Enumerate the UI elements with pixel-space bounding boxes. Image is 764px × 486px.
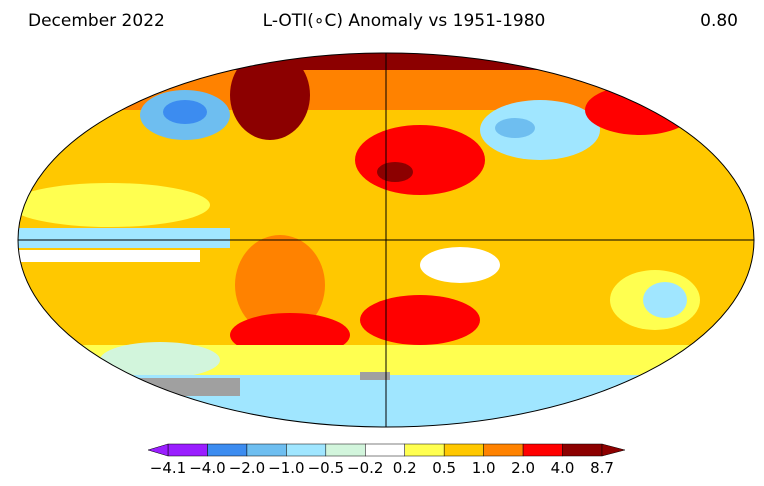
colorbar-tick-label: 8.7 [590, 459, 614, 477]
colorbar-segment [207, 443, 248, 457]
colorbar-tick-label: −4.1 [150, 459, 186, 477]
colorbar-segment [325, 443, 366, 457]
colorbar-segment [443, 443, 484, 457]
colorbar-tick-label: −0.5 [308, 459, 344, 477]
colorbar-segment [246, 443, 287, 457]
colorbar-segment [365, 443, 405, 457]
colorbar: −4.1 −4.0 −2.0 −1.0 −0.5 −0.2 0.2 0.5 1.0 2.0 4.0 8… [147, 443, 626, 477]
colorbar-tick-label: −2.0 [229, 459, 265, 477]
colorbar-tick-label: 0.2 [393, 459, 417, 477]
colorbar-tick-label: 2.0 [511, 459, 535, 477]
colorbar-segment [286, 443, 327, 457]
colorbar-tick-label: −4.0 [189, 459, 225, 477]
colorbar-tick-label: −0.2 [347, 459, 383, 477]
date-label: December 2022 [28, 11, 165, 31]
colorbar-tick-label: 1.0 [472, 459, 496, 477]
colorbar-extend-high [601, 443, 626, 457]
map-title: L-OTI(∘C) Anomaly vs 1951-1980 [263, 11, 546, 31]
anomaly-map [18, 53, 754, 427]
colorbar-segment [483, 443, 524, 457]
colorbar-tick-label: −1.0 [268, 459, 304, 477]
colorbar-tick-label: 4.0 [551, 459, 575, 477]
colorbar-segment [167, 443, 208, 457]
colorbar-extend-low [147, 443, 169, 457]
colorbar-segment [522, 443, 563, 457]
global-mean: 0.80 [700, 11, 738, 31]
colorbar-segment [562, 443, 603, 457]
colorbar-tick-label: 0.5 [432, 459, 456, 477]
colorbar-segment [404, 443, 445, 457]
map-border [17, 52, 755, 428]
